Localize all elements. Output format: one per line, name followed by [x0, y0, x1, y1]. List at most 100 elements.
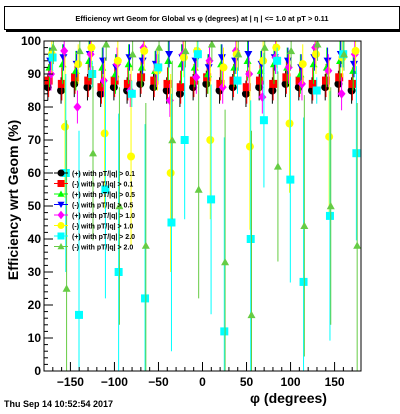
data-point [351, 46, 360, 55]
title-box: Efficiency wrt Geom for Global vs φ (deg… [4, 6, 400, 30]
data-point [49, 43, 58, 51]
data-point [71, 73, 80, 82]
data-point [244, 51, 253, 59]
data-point [282, 73, 291, 82]
data-point [324, 65, 333, 76]
data-point [260, 43, 269, 51]
data-point [298, 60, 307, 69]
data-point [272, 43, 281, 52]
data-point [57, 86, 66, 95]
data-point [348, 79, 357, 88]
data-point [337, 89, 346, 99]
y-axis-label: Efficiency wrt Geom (%) [5, 119, 21, 281]
y-tick-label: 90 [28, 67, 42, 81]
data-point [87, 43, 96, 52]
data-point [300, 221, 309, 229]
x-tick-label: −100 [101, 375, 128, 389]
y-tick-label: 20 [28, 298, 42, 312]
data-point [194, 185, 203, 193]
data-point [295, 76, 304, 85]
data-point [243, 56, 252, 64]
data-point [273, 162, 282, 170]
data-point [268, 86, 277, 95]
data-point [233, 76, 242, 85]
data-point [286, 175, 295, 184]
data-point [164, 56, 173, 64]
data-point [150, 76, 159, 85]
legend-entry: (+) with pT/|q| > 1.0 [72, 213, 135, 220]
legend-entry: (-) with pT/|q| > 1.0 [72, 224, 133, 231]
data-point [141, 294, 150, 303]
data-point [75, 46, 84, 55]
data-point [138, 57, 147, 65]
data-point [57, 79, 66, 88]
data-point [167, 218, 176, 227]
data-point [84, 76, 93, 85]
data-point [353, 241, 362, 249]
data-point [334, 79, 343, 88]
data-point [216, 79, 225, 88]
y-tick-label: 70 [28, 133, 42, 147]
data-point [137, 73, 146, 82]
legend: (+) with pT/|q| > 0.1 (-) with pT/|q| > 0… [54, 169, 135, 252]
data-point [259, 56, 268, 65]
data-point [74, 60, 83, 69]
x-tick-label: 150 [325, 375, 345, 389]
legend-entry: (+) with pT/|q| > 0.5 [72, 192, 135, 199]
data-point [86, 49, 95, 59]
data-point [204, 64, 213, 72]
data-point [73, 102, 82, 112]
data-point [325, 211, 334, 220]
data-point [308, 79, 317, 88]
data-point [245, 69, 254, 79]
x-tick-label: 0 [199, 375, 206, 389]
data-point [221, 258, 230, 266]
data-point [168, 136, 177, 144]
legend-entry: (-) with pT/|q| > 0.1 [72, 182, 133, 189]
y-tick-label: 10 [28, 331, 42, 345]
plot-marks [43, 40, 362, 371]
data-point [128, 50, 137, 58]
data-point [48, 53, 57, 62]
data-point [113, 56, 122, 65]
data-point [114, 268, 123, 276]
data-point [102, 40, 111, 48]
data-point [207, 195, 216, 204]
legend-entry: (+) with pT/|q| > 2.0 [72, 234, 135, 241]
data-point [163, 79, 172, 88]
data-point [207, 40, 216, 48]
x-axis-label: φ (degrees) [250, 390, 327, 406]
legend-marker [57, 232, 65, 240]
data-point [269, 79, 278, 88]
data-point [325, 132, 334, 141]
data-point [179, 53, 188, 62]
legend-entry: (-) with pT/|q| > 2.0 [72, 245, 133, 252]
data-point [141, 241, 150, 249]
data-point [154, 63, 163, 72]
data-point [75, 310, 84, 319]
data-point [62, 284, 71, 292]
chart-title: Efficiency wrt Geom for Global vs φ (deg… [75, 13, 329, 23]
data-point [115, 202, 124, 210]
data-point [189, 76, 198, 85]
data-point [352, 149, 361, 158]
data-point [311, 50, 320, 59]
timestamp-footer: Thu Sep 14 10:52:54 2017 [4, 399, 114, 409]
y-tick-label: 100 [21, 34, 41, 48]
data-point [349, 66, 358, 74]
legend-marker [57, 169, 65, 177]
data-point [247, 310, 256, 319]
data-point [246, 235, 255, 243]
data-point [88, 70, 97, 78]
data-point [326, 202, 335, 210]
data-point [97, 83, 106, 92]
data-point [123, 79, 132, 88]
data-point [297, 79, 306, 89]
data-point [203, 73, 212, 82]
data-point [234, 50, 243, 58]
legend-entry: (+) with pT/|q| > 0.1 [72, 171, 135, 178]
data-point [180, 136, 189, 144]
data-point [110, 76, 119, 85]
data-point [101, 185, 110, 194]
